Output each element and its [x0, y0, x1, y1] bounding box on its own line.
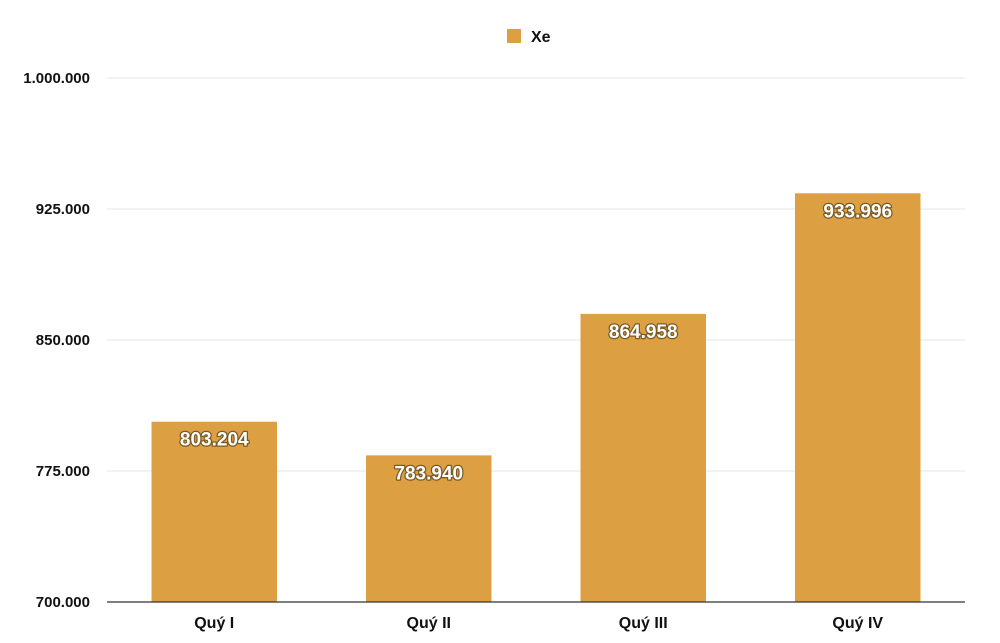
data-label: 783.940: [394, 463, 463, 484]
legend-swatch: [507, 29, 521, 43]
bars: [151, 193, 921, 602]
bar: [366, 455, 492, 602]
legend: Xe: [507, 29, 551, 46]
y-tick-label: 775.000: [36, 463, 90, 480]
x-axis-tick-labels: Quý I Quý II Quý III Quý IV: [194, 615, 883, 632]
data-label: 864.958: [609, 322, 678, 343]
data-labels: 803.204 783.940 864.958 933.996: [179, 200, 894, 486]
x-tick-label: Quý IV: [832, 615, 883, 632]
y-tick-label: 1.000.000: [23, 70, 90, 87]
y-tick-label: 700.000: [36, 594, 90, 611]
y-tick-label: 925.000: [36, 201, 90, 218]
x-tick-label: Quý III: [619, 615, 668, 632]
data-label: 803.204: [180, 430, 249, 451]
y-tick-label: 850.000: [36, 332, 90, 349]
legend-label: Xe: [531, 29, 551, 46]
bar: [795, 193, 921, 602]
bar: [151, 421, 277, 602]
y-axis-tick-labels: 700.000 775.000 850.000 925.000 1.000.000: [23, 70, 90, 611]
x-tick-label: Quý II: [407, 615, 451, 632]
data-label: 933.996: [823, 201, 892, 222]
x-tick-label: Quý I: [194, 615, 234, 632]
bar: [580, 313, 706, 602]
